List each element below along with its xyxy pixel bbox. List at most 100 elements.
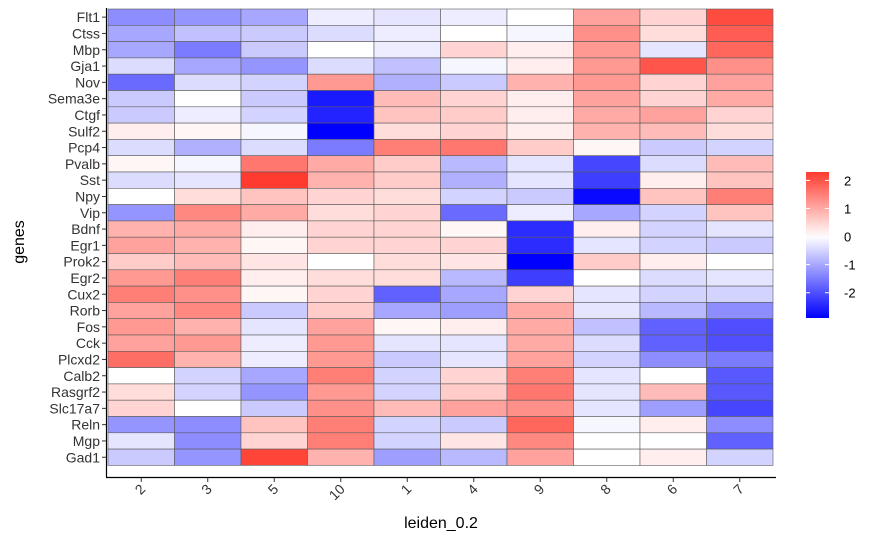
heatmap-cell <box>639 236 707 254</box>
heatmap-cell <box>706 236 774 254</box>
heatmap-cell <box>373 171 441 189</box>
heatmap-cell <box>240 367 308 385</box>
heatmap-cell <box>307 285 375 303</box>
heatmap-cell <box>307 106 375 124</box>
heatmap-cell <box>174 220 242 238</box>
x-tick-label: 10 <box>326 481 348 503</box>
y-tick-label: Mbp <box>73 42 100 58</box>
heatmap-cell <box>506 139 574 156</box>
heatmap-cell <box>573 57 641 75</box>
heatmap-cell <box>506 57 574 75</box>
heatmap-cell <box>639 220 707 238</box>
heatmap-cell <box>706 139 774 156</box>
heatmap-cell <box>373 432 441 450</box>
colorbar-legend: 2 1 0 -1 -2 <box>806 172 856 318</box>
heatmap-cell <box>307 57 375 75</box>
heatmap-cell <box>639 90 707 108</box>
heatmap-cell <box>639 139 707 156</box>
y-tick-label: Ctss <box>72 25 100 41</box>
heatmap-cell <box>107 155 175 173</box>
heatmap-cell <box>506 236 574 254</box>
heatmap-cell <box>506 318 574 336</box>
heatmap-cell <box>706 106 774 124</box>
colorbar-tick-label: 2 <box>844 173 851 188</box>
x-tick-label: 8 <box>597 481 614 498</box>
heatmap-cell <box>174 399 242 417</box>
heatmap-cell <box>373 220 441 238</box>
heatmap-cell <box>373 90 441 108</box>
y-tick-label: Nov <box>75 74 100 90</box>
x-tick-label: 2 <box>132 481 149 498</box>
y-axis-label: genes <box>11 220 28 264</box>
heatmap-cell <box>573 350 641 368</box>
heatmap-cell <box>107 90 175 108</box>
heatmap-cell <box>373 269 441 287</box>
heatmap-cell <box>107 73 175 91</box>
heatmap-cell <box>440 285 508 303</box>
heatmap-cell <box>573 302 641 319</box>
heatmap-cell <box>174 253 242 271</box>
heatmap-cell <box>107 302 175 319</box>
heatmap-cell <box>440 139 508 156</box>
heatmap-cell <box>573 285 641 303</box>
heatmap-cell <box>706 416 774 434</box>
y-tick-label: Sulf2 <box>68 123 100 139</box>
heatmap-cell <box>240 220 308 238</box>
heatmap-cell <box>506 269 574 287</box>
heatmap-cells <box>107 8 774 466</box>
heatmap-cell <box>373 8 441 26</box>
heatmap-cell <box>440 367 508 385</box>
heatmap-cell <box>440 24 508 42</box>
heatmap-cell <box>107 285 175 303</box>
heatmap-cell <box>639 269 707 287</box>
heatmap-cell <box>639 350 707 368</box>
heatmap-cell <box>307 432 375 450</box>
heatmap-cell <box>706 318 774 336</box>
heatmap-cell <box>307 122 375 140</box>
heatmap-cell <box>373 350 441 368</box>
heatmap-cell <box>639 448 707 466</box>
heatmap-cell <box>240 318 308 336</box>
y-tick-label: Pvalb <box>65 156 100 172</box>
heatmap-cell <box>373 155 441 173</box>
heatmap-cell <box>107 204 175 222</box>
heatmap-cell <box>307 269 375 287</box>
heatmap-cell <box>506 253 574 271</box>
heatmap-cell <box>107 269 175 287</box>
heatmap-cell <box>573 8 641 26</box>
heatmap-cell <box>573 204 641 222</box>
heatmap-cell <box>307 171 375 189</box>
heatmap-cell <box>107 318 175 336</box>
heatmap-cell <box>573 318 641 336</box>
heatmap-cell <box>639 57 707 75</box>
heatmap-cell <box>639 383 707 401</box>
heatmap-cell <box>107 41 175 59</box>
heatmap-cell <box>107 106 175 124</box>
heatmap-cell <box>107 416 175 434</box>
heatmap-cell <box>174 57 242 75</box>
heatmap-cell <box>174 350 242 368</box>
heatmap-cell <box>639 24 707 42</box>
heatmap-cell <box>174 106 242 124</box>
heatmap-cell <box>506 220 574 238</box>
heatmap-cell <box>706 334 774 352</box>
heatmap-cell <box>174 8 242 26</box>
heatmap-cell <box>307 90 375 108</box>
heatmap-cell <box>706 432 774 450</box>
y-tick-label: Cux2 <box>67 286 100 302</box>
heatmap-cell <box>373 73 441 91</box>
heatmap-cell <box>107 432 175 450</box>
y-tick-label: Mgp <box>73 433 100 449</box>
heatmap-cell <box>373 367 441 385</box>
heatmap-cell <box>373 188 441 205</box>
heatmap-cell <box>706 367 774 385</box>
heatmap-cell <box>639 334 707 352</box>
heatmap-cell <box>373 399 441 417</box>
y-tick-label: Egr1 <box>70 237 100 253</box>
heatmap-cell <box>240 139 308 156</box>
heatmap-cell <box>307 253 375 271</box>
heatmap-cell <box>639 416 707 434</box>
heatmap-cell <box>107 122 175 140</box>
heatmap-cell <box>240 383 308 401</box>
heatmap-cell <box>706 383 774 401</box>
